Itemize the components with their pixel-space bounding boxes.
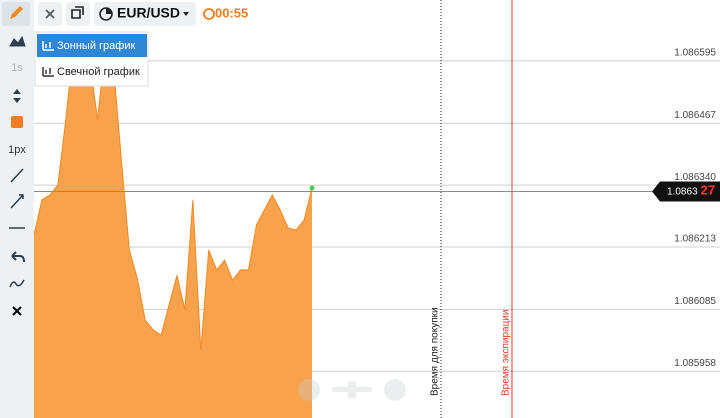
y-tick-label: 1.086085: [674, 296, 716, 307]
price-main: 1.0863: [667, 186, 698, 197]
area-fill: [34, 44, 312, 418]
copy-icon: [71, 6, 84, 19]
pie-slice: [106, 8, 112, 14]
undo-tool[interactable]: [11, 251, 25, 263]
y-tick-label: 1.085958: [674, 358, 716, 369]
wave-tool[interactable]: [9, 279, 25, 288]
time-marker-label: Время для покупки: [430, 307, 441, 396]
menu-item-icon: [42, 41, 54, 51]
time-marker-label: Время экспирации: [501, 310, 512, 396]
area-icon[interactable]: [9, 35, 26, 47]
dropdown-caret: [183, 12, 189, 16]
interval[interactable]: 1s: [11, 62, 23, 74]
copy-button[interactable]: [66, 2, 90, 26]
y-tick-label: 1.086213: [674, 234, 716, 245]
price-tag: [652, 181, 720, 202]
menu-item-icon: [42, 67, 54, 77]
symbol: EUR/USD: [117, 5, 180, 21]
timer-icon: [203, 8, 215, 20]
zoom-in[interactable]: [384, 379, 406, 401]
zoom-handle[interactable]: [348, 381, 356, 398]
pencil-icon: [10, 6, 23, 19]
zoom-controls: [298, 379, 406, 401]
y-tick-label: 1.086467: [674, 110, 716, 121]
price-label: 1.0863 27: [667, 183, 715, 198]
arrows-icon[interactable]: [13, 89, 21, 103]
color-swatch[interactable]: [11, 116, 23, 128]
zoom-out[interactable]: [298, 379, 320, 401]
y-tick-label: 1.086340: [674, 172, 716, 183]
plot-area: 1.086595 1.086467 1.086340 1.086213 1.086085…: [33, 0, 720, 418]
line-tool[interactable]: [10, 168, 24, 183]
close-icon: [45, 9, 55, 19]
menu-item-highlight[interactable]: [37, 34, 147, 57]
line-width[interactable]: 1px: [8, 144, 26, 156]
menu-item[interactable]: Свечной график: [57, 66, 140, 78]
sidebar: [0, 0, 34, 418]
delete-tool[interactable]: [12, 306, 22, 316]
price-tail: 27: [701, 183, 715, 198]
chart-type-menu: Зонный график Свечной график: [34, 31, 149, 87]
zoom-slider[interactable]: [332, 387, 372, 392]
y-tick-label: 1.086595: [674, 48, 716, 59]
symbol-selector[interactable]: [94, 2, 196, 26]
last-point: [309, 185, 315, 191]
menu-item[interactable]: Зонный график: [57, 40, 135, 52]
timer: 00:55: [215, 5, 248, 20]
ray-tool[interactable]: [10, 194, 24, 209]
